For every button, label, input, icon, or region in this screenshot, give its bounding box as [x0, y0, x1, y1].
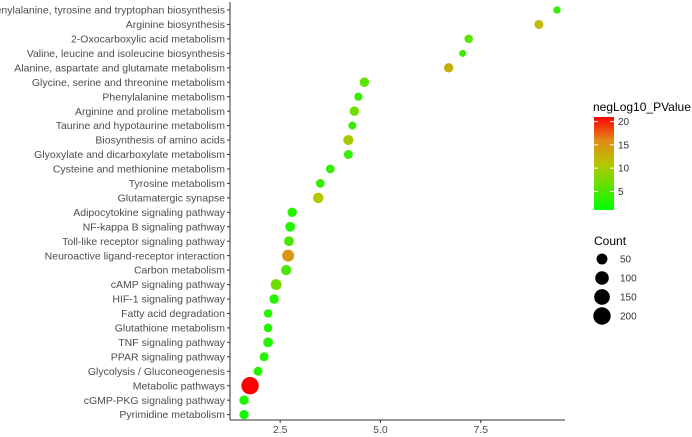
y-tick-label: Carbon metabolism — [134, 265, 225, 277]
data-point — [443, 63, 454, 73]
y-tick-label: Fatty acid degradation — [121, 308, 225, 320]
x-axis: 2.5 5.0 7.5 — [273, 420, 488, 436]
size-legend: Count 50 100 150 200 — [593, 234, 637, 325]
color-legend-label: 10 — [618, 164, 630, 175]
color-legend-title: negLog10_PValue — [593, 100, 691, 114]
size-legend-label: 100 — [620, 274, 637, 285]
y-tick-label: cGMP-PKG signaling pathway — [84, 395, 226, 407]
size-legend-title: Count — [594, 234, 627, 248]
data-points — [239, 6, 561, 420]
data-point — [281, 264, 292, 276]
data-point — [534, 19, 544, 29]
y-tick-label: Glycine, serine and threonine metabolism — [32, 77, 225, 89]
data-point — [315, 179, 325, 188]
y-tick-label: Pyrimidine metabolism — [119, 409, 225, 421]
data-point — [285, 221, 296, 232]
y-tick-label: Glutamatergic synapse — [118, 192, 226, 204]
y-tick-label: Taurine and hypotaurine metabolism — [56, 120, 226, 132]
y-tick-label: Glyoxylate and dicarboxylate metabolism — [34, 149, 225, 161]
size-legend-dot — [594, 289, 610, 305]
y-tick-label: PPAR signaling pathway — [111, 351, 226, 363]
y-tick-label: Tyrosine metabolism — [129, 178, 226, 190]
data-point — [263, 309, 273, 318]
data-point — [239, 409, 249, 420]
x-tick-label: 2.5 — [273, 424, 288, 436]
data-point — [253, 366, 263, 376]
data-point — [284, 236, 294, 247]
color-legend-bar — [594, 117, 614, 210]
y-tick-label: HIF-1 signaling pathway — [112, 294, 225, 306]
data-point — [325, 164, 335, 174]
data-point — [287, 207, 297, 218]
data-point — [312, 192, 324, 204]
color-legend-label: 20 — [618, 117, 630, 128]
y-tick-label: Neuroactive ligand-receptor interaction — [45, 250, 226, 262]
y-tick-label: NF-kappa B signaling pathway — [83, 221, 226, 233]
y-tick-label: Glutathione metabolism — [115, 323, 226, 335]
data-point — [343, 150, 353, 159]
size-legend-label: 150 — [620, 293, 637, 304]
data-point — [263, 337, 274, 348]
plot-background — [230, 2, 565, 420]
color-legend-label: 5 — [618, 187, 624, 198]
y-tick-label: Biosynthesis of amino acids — [95, 135, 225, 147]
data-point — [464, 34, 473, 44]
x-tick-label: 7.5 — [473, 424, 488, 436]
y-tick-label: Alanine, aspartate and glutamate metabol… — [14, 62, 225, 74]
y-tick-label: Valine, leucine and isoleucine biosynthe… — [27, 48, 225, 60]
color-legend-label: 15 — [618, 140, 630, 151]
y-tick-label: Phenylalanine, tyrosine and tryptophan b… — [0, 5, 225, 17]
data-point — [259, 352, 269, 362]
data-point — [553, 6, 561, 14]
data-point — [354, 92, 363, 101]
y-tick-label: cAMP signaling pathway — [111, 279, 226, 291]
y-tick-label: Toll-like receptor signaling pathway — [62, 236, 226, 248]
y-tick-label: 2-Oxocarboxylic acid metabolism — [71, 34, 225, 46]
size-legend-dot — [593, 307, 611, 325]
data-point — [239, 395, 249, 405]
data-point — [269, 294, 279, 304]
y-tick-label: Arginine biosynthesis — [126, 19, 225, 31]
data-point — [459, 49, 467, 57]
y-tick-label: Adipocytokine signaling pathway — [73, 207, 226, 219]
data-point — [359, 77, 370, 87]
x-tick-label: 5.0 — [373, 424, 388, 436]
color-legend: negLog10_PValue 5 10 15 20 — [593, 100, 691, 210]
size-legend-label: 200 — [620, 312, 637, 323]
data-point — [282, 249, 295, 262]
y-tick-label: Glycolysis / Gluconeogenesis — [88, 366, 225, 378]
plot-panel — [229, 2, 565, 421]
data-point — [263, 323, 273, 333]
y-tick-label: Arginine and proline metabolism — [75, 106, 225, 118]
y-axis: Phenylalanine, tyrosine and tryptophan b… — [0, 5, 230, 421]
data-point — [349, 106, 360, 116]
data-point — [241, 377, 259, 395]
size-legend-dot — [596, 253, 608, 265]
y-tick-label: Phenylalanine metabolism — [102, 91, 225, 103]
data-point — [348, 121, 357, 130]
y-tick-label: TNF signaling pathway — [118, 337, 226, 349]
size-legend-dot — [595, 271, 609, 285]
data-point — [343, 134, 354, 146]
y-tick-label: Cysteine and methionine metabolism — [53, 164, 225, 176]
data-point — [270, 279, 282, 290]
y-tick-label: Metabolic pathways — [133, 380, 225, 392]
size-legend-label: 50 — [620, 255, 632, 266]
